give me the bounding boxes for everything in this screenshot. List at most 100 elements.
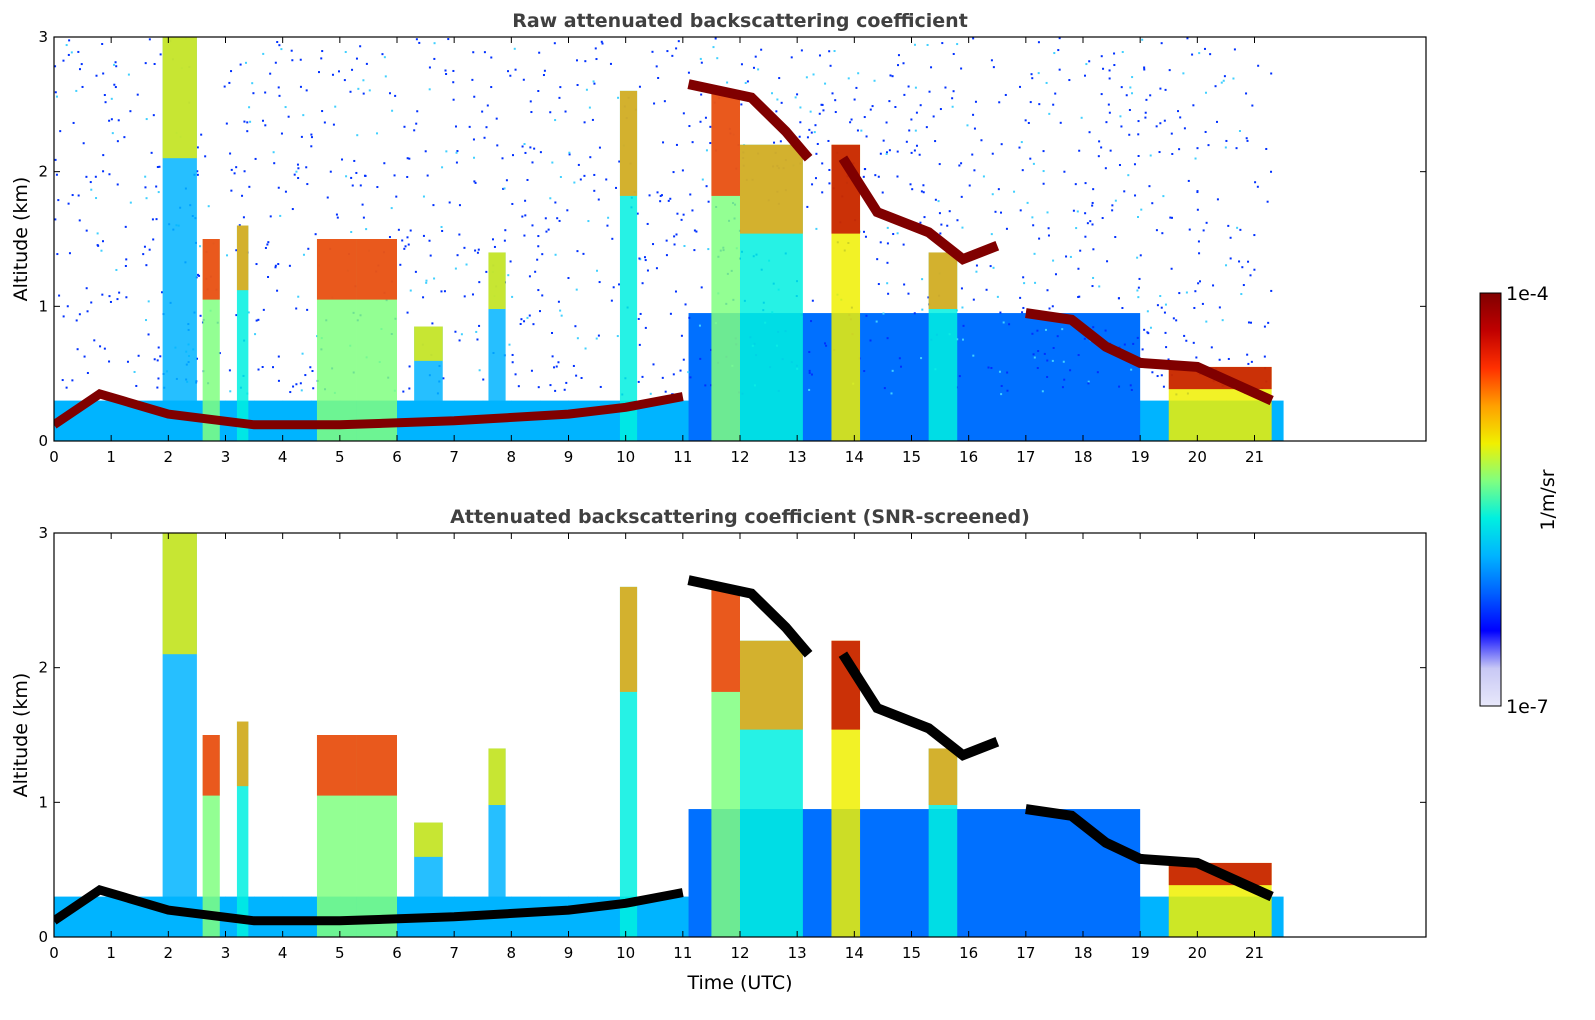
noise-pixel [576,250,579,253]
noise-pixel [987,366,990,369]
noise-pixel [365,228,368,231]
noise-pixel [537,90,540,93]
noise-pixel [136,93,139,96]
noise-pixel [1247,321,1250,324]
noise-pixel [284,190,287,193]
noise-pixel [528,275,531,278]
noise-pixel [1221,319,1224,322]
x-tick-label: 16 [959,448,978,466]
noise-pixel [1165,346,1168,349]
noise-pixel [555,365,558,368]
noise-pixel [129,201,132,204]
noise-pixel [799,121,802,124]
noise-pixel [278,44,281,47]
noise-pixel [899,365,902,368]
noise-pixel [199,245,202,248]
noise-pixel [65,44,68,47]
noise-pixel [538,51,541,54]
noise-pixel [431,322,434,325]
noise-pixel [1047,234,1050,237]
noise-pixel [600,40,603,43]
noise-pixel [810,131,813,134]
noise-pixel [1235,147,1238,150]
noise-pixel [218,352,221,355]
noise-pixel [865,314,868,317]
noise-pixel [454,330,457,333]
noise-pixel [996,295,999,298]
noise-pixel [691,209,694,212]
noise-pixel [1078,295,1081,298]
noise-pixel [997,188,1000,191]
noise-pixel [1084,182,1087,185]
noise-pixel [1111,204,1114,207]
noise-pixel [726,81,729,84]
noise-pixel [1198,252,1201,255]
noise-pixel [937,200,940,203]
noise-pixel [151,218,154,221]
noise-pixel [1083,337,1086,340]
x-tick-label: 15 [902,944,921,962]
noise-pixel [864,168,867,171]
noise-pixel [688,316,691,319]
noise-pixel [709,142,712,145]
noise-pixel [113,83,116,86]
noise-pixel [269,215,272,218]
noise-pixel [264,246,267,249]
noise-pixel [428,88,431,91]
noise-pixel [566,209,569,212]
noise-pixel [883,387,886,390]
noise-pixel [1042,150,1045,153]
y-tick-label: 3 [38,524,48,542]
noise-pixel [1129,86,1132,89]
noise-pixel [874,174,877,177]
noise-pixel [960,287,963,290]
cloud-streak-core [202,239,220,300]
cloud-streak-core [236,721,249,787]
noise-pixel [1144,116,1147,119]
cloud-streak-core [162,37,197,159]
noise-pixel [1118,297,1121,300]
noise-pixel [1023,282,1026,285]
noise-pixel [920,190,923,193]
noise-pixel [251,82,254,85]
noise-pixel [601,42,604,45]
noise-pixel [72,121,75,124]
noise-pixel [1192,341,1195,344]
noise-pixel [1019,209,1022,212]
noise-pixel [1203,47,1206,50]
noise-pixel [675,47,678,50]
noise-pixel [1022,276,1025,279]
noise-pixel [1192,104,1195,107]
noise-pixel [508,343,511,346]
noise-pixel [549,111,552,114]
noise-pixel [1088,131,1091,134]
noise-pixel [223,85,226,88]
noise-pixel [1054,273,1057,276]
noise-pixel [287,115,290,118]
noise-pixel [595,58,598,61]
cloud-streak-core [740,640,803,730]
noise-pixel [350,176,353,179]
noise-pixel [483,136,486,139]
noise-pixel [144,186,147,189]
noise-pixel [496,144,499,147]
noise-pixel [125,296,128,299]
noise-pixel [93,339,96,342]
noise-pixel [345,175,348,178]
y-tick-label: 2 [38,659,48,677]
noise-pixel [148,248,151,251]
noise-pixel [693,229,696,232]
noise-pixel [1074,183,1077,186]
noise-pixel [1046,211,1049,214]
noise-pixel [771,92,774,95]
noise-pixel [452,98,455,101]
noise-pixel [565,381,568,384]
noise-pixel [1160,306,1163,309]
noise-pixel [442,377,445,380]
noise-pixel [1128,108,1131,111]
noise-pixel [1246,353,1249,356]
noise-pixel [1092,248,1095,251]
noise-pixel [511,295,514,298]
noise-pixel [305,166,308,169]
noise-pixel [1201,302,1204,305]
